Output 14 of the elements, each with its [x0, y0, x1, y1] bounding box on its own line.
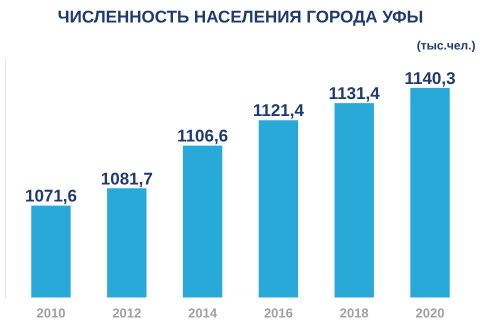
chart-title: ЧИСЛЕННОСТЬ НАСЕЛЕНИЯ ГОРОДА УФЫ	[58, 8, 424, 26]
x-tick-label: 2010	[36, 306, 66, 320]
x-tick-label: 2012	[112, 306, 142, 320]
data-label: 1140,3	[404, 68, 456, 88]
x-tick-label: 2020	[416, 306, 444, 320]
chart-subtitle: (тыс.чел.)	[416, 38, 476, 52]
data-label: 1131,4	[328, 84, 380, 104]
data-label: 1081,7	[100, 169, 153, 188]
x-tick-label: 2014	[188, 306, 218, 320]
data-label: 1071,6	[24, 186, 77, 206]
data-label: 1106,6	[177, 126, 228, 146]
data-label: 1121,4	[252, 101, 304, 120]
x-tick-label: 2016	[264, 306, 293, 320]
x-tick-label: 2018	[340, 306, 369, 320]
